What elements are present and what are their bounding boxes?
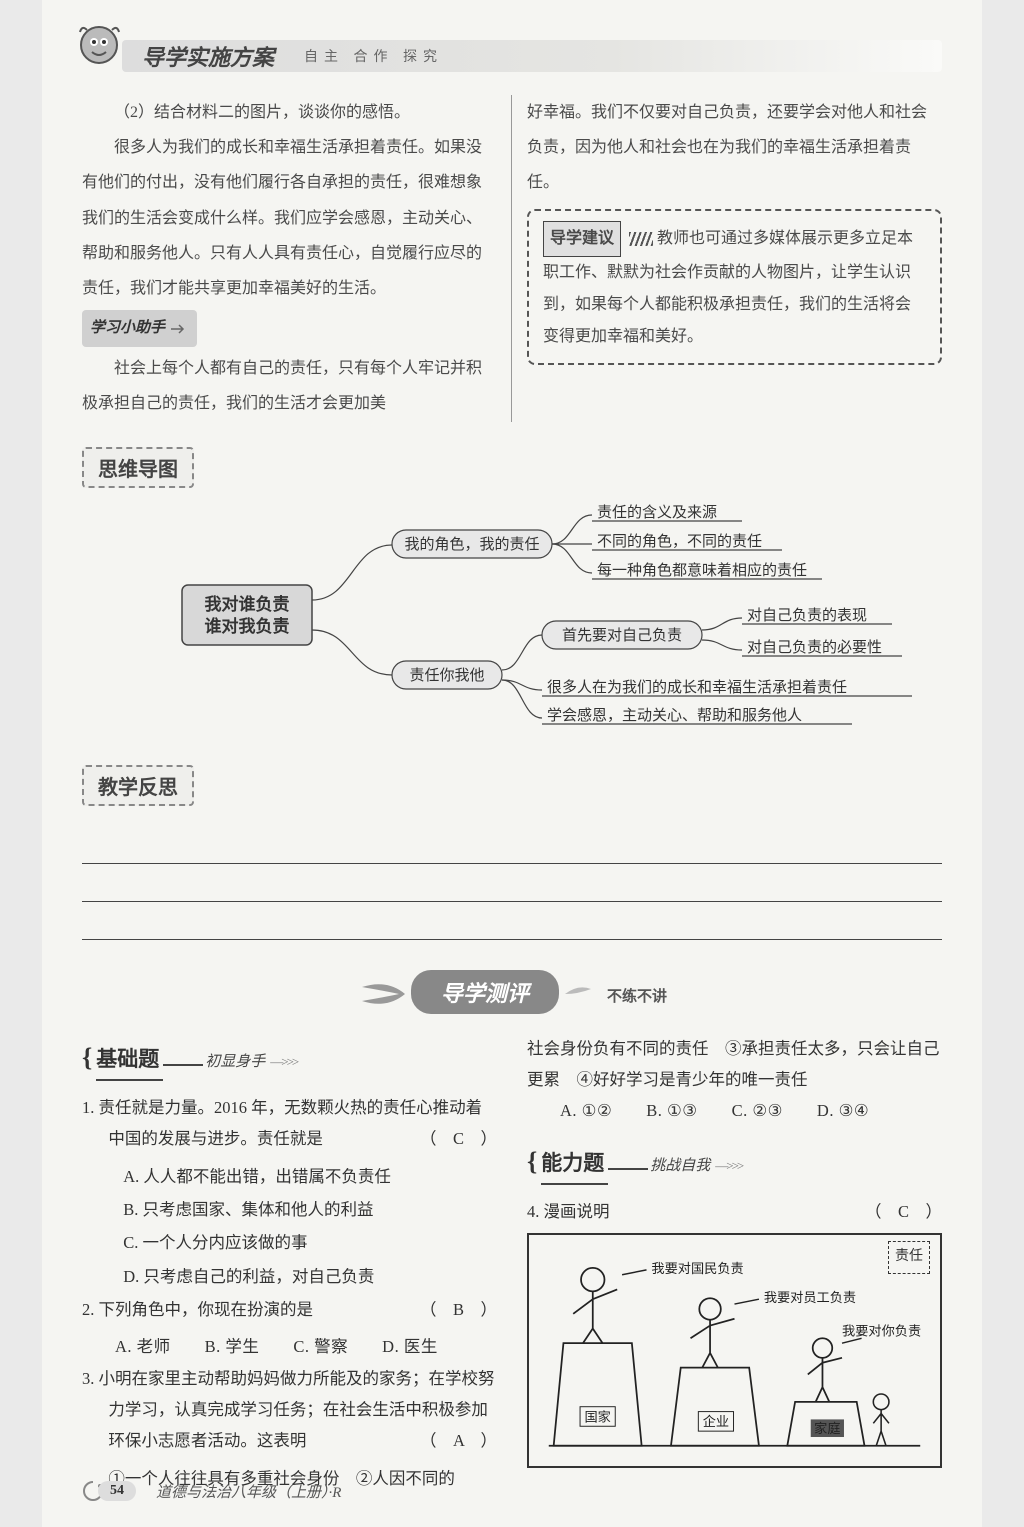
reflection-section-label: 教学反思 bbox=[82, 765, 194, 806]
para-q2: （2）结合材料二的图片，谈谈你的感悟。 bbox=[82, 95, 496, 130]
footer: 54 道德与法治八年级（上册）·R bbox=[82, 1480, 341, 1502]
hatch-icon bbox=[629, 232, 653, 246]
banner-title: 导学实施方案 bbox=[142, 40, 274, 72]
banner-subtitle: 自主 合作 探究 bbox=[304, 46, 443, 66]
mm-b1-l3: 每一种角色都意味着相应的责任 bbox=[597, 561, 807, 579]
cartoon-label2: 企业 bbox=[703, 1414, 729, 1430]
mindmap-section-label: 思维导图 bbox=[82, 447, 194, 488]
wing-right-icon bbox=[563, 979, 593, 1014]
q1: 1. 责任就是力量。2016 年，无数颗火热的责任心推动着中国的发展与进步。责任… bbox=[82, 1092, 497, 1155]
assessment-title: 导学测评 bbox=[441, 981, 529, 1006]
q3-options: A. ①② B. ①③ C. ②③ D. ③④ bbox=[527, 1095, 942, 1126]
ability-script: 挑战自我 bbox=[650, 1152, 710, 1181]
mm-b2-s1: 首先要对自己负责 bbox=[562, 627, 682, 644]
footer-text: 道德与法治八年级（上册）·R bbox=[156, 1481, 341, 1502]
upper-right-col: 好幸福。我们不仅要对自己负责，还要学会对他人和社会负责，因为他人和社会也在为我们… bbox=[512, 95, 942, 422]
q3: 3. 小明在家里主动帮助妈妈做力所能及的家务；在学校努力学习，认真完成学习任务；… bbox=[82, 1363, 497, 1457]
upper-left-col: （2）结合材料二的图片，谈谈你的感悟。 很多人为我们的成长和幸福生活承担着责任。… bbox=[82, 95, 512, 422]
q2-options: A. 老师 B. 学生 C. 警察 D. 医生 bbox=[82, 1331, 497, 1362]
cartoon-bubble1: 我要对国民负责 bbox=[651, 1261, 743, 1276]
wing-left-icon bbox=[357, 979, 407, 1014]
study-helper-label: 学习小助手 bbox=[82, 310, 197, 347]
header-banner: 导学实施方案 自主 合作 探究 bbox=[82, 30, 942, 80]
mm-b2-l1: 很多人在为我们的成长和幸福生活承担着责任 bbox=[547, 679, 847, 696]
assessment-subtitle: 不练不讲 bbox=[607, 989, 667, 1005]
advice-label: 导学建议 bbox=[543, 221, 621, 257]
para-helper: 社会上每个人都有自己的责任，只有每个人牢记并积极承担自己的责任，我们的生活才会更… bbox=[82, 351, 496, 421]
lower-columns: { 基础题 初显身手 —>>> 1. 责任就是力量。2016 年，无数颗火热的责… bbox=[82, 1033, 942, 1495]
page-root: 导学实施方案 自主 合作 探究 （2）结合材料二的图片，谈谈你的感悟。 很多人为… bbox=[42, 0, 982, 1527]
reflection-line[interactable] bbox=[82, 826, 942, 864]
q4: 4. 漫画说明 （ C ） bbox=[527, 1196, 942, 1227]
cartoon-label1: 国家 bbox=[584, 1409, 610, 1425]
lower-left-col: { 基础题 初显身手 —>>> 1. 责任就是力量。2016 年，无数颗火热的责… bbox=[82, 1033, 512, 1495]
ability-title: 能力题 bbox=[541, 1144, 608, 1186]
mm-b1-l2: 不同的角色，不同的责任 bbox=[597, 533, 762, 550]
ability-header: { 能力题 挑战自我 —>>> bbox=[527, 1137, 942, 1186]
basic-title: 基础题 bbox=[96, 1040, 163, 1082]
cartoon-box: 责任 国家 我要对国民负责 bbox=[527, 1233, 942, 1468]
cartoon-bubble3: 我要对你负责 bbox=[842, 1324, 921, 1339]
footer-page-number: 54 bbox=[98, 1481, 136, 1501]
cartoon-bubble2: 我要对员工负责 bbox=[764, 1290, 856, 1305]
para-cont: 好幸福。我们不仅要对自己负责，还要学会对他人和社会负责，因为他人和社会也在为我们… bbox=[527, 95, 942, 201]
mm-b1-node: 我的角色，我的责任 bbox=[404, 536, 539, 553]
reflection-lines bbox=[82, 826, 942, 940]
arrow-icon: —>>> bbox=[270, 1050, 297, 1075]
q2: 2. 下列角色中，你现在扮演的是 （ B ） bbox=[82, 1294, 497, 1325]
mm-b2-s1-l2: 对自己负责的必要性 bbox=[747, 639, 882, 656]
advice-box: 导学建议教师也可通过多媒体展示更多立足本职工作、默默为社会作贡献的人物图片，让学… bbox=[527, 209, 942, 365]
cartoon-tag: 责任 bbox=[888, 1241, 930, 1274]
assessment-banner: 导学测评 不练不讲 bbox=[82, 970, 942, 1018]
logo-icon bbox=[72, 20, 127, 75]
mm-center-1: 我对谁负责 bbox=[205, 594, 290, 614]
mm-center-2: 谁对我负责 bbox=[205, 616, 290, 636]
q3-answer: （ A ） bbox=[446, 1425, 497, 1456]
cartoon-label3: 家庭 bbox=[814, 1420, 840, 1436]
banner-bar: 导学实施方案 自主 合作 探究 bbox=[122, 40, 942, 72]
q4-answer: （ C ） bbox=[891, 1196, 942, 1227]
q1-opt-c: C. 一个人分内应该做的事 bbox=[123, 1227, 497, 1258]
curly-icon: { bbox=[82, 1033, 92, 1082]
q2-answer: （ B ） bbox=[446, 1294, 497, 1325]
q3-cont: 社会身份负有不同的责任 ③承担责任太多，只会让自己更累 ④好好学习是青少年的唯一… bbox=[527, 1033, 942, 1096]
study-helper-text: 学习小助手 bbox=[90, 320, 165, 336]
basic-header: { 基础题 初显身手 —>>> bbox=[82, 1033, 497, 1082]
mm-b2-l2: 学会感恩，主动关心、帮助和服务他人 bbox=[547, 707, 802, 724]
assessment-pill: 导学测评 bbox=[411, 970, 559, 1014]
para-answer: 很多人为我们的成长和幸福生活承担着责任。如果没有他们的付出，没有他们履行各自承担… bbox=[82, 130, 496, 306]
q1-answer: （ C ） bbox=[446, 1123, 497, 1154]
q1-opt-d: D. 只考虑自己的利益，对自己负责 bbox=[123, 1261, 497, 1292]
q1-opt-a: A. 人人都不能出错，出错属不负责任 bbox=[123, 1161, 497, 1192]
arrow-icon: —>>> bbox=[715, 1154, 742, 1179]
upper-columns: （2）结合材料二的图片，谈谈你的感悟。 很多人为我们的成长和幸福生活承担着责任。… bbox=[82, 95, 942, 422]
q4-stem: 4. 漫画说明 bbox=[527, 1202, 610, 1221]
q1-options: A. 人人都不能出错，出错属不负责任 B. 只考虑国家、集体和他人的利益 C. … bbox=[82, 1161, 497, 1292]
curly-icon: { bbox=[527, 1137, 537, 1186]
reflection-line[interactable] bbox=[82, 902, 942, 940]
q1-opt-b: B. 只考虑国家、集体和他人的利益 bbox=[123, 1194, 497, 1225]
cartoon-svg: 国家 我要对国民负责 企业 我要对员工负责 bbox=[539, 1245, 930, 1456]
mm-b2-node: 责任你我他 bbox=[409, 667, 484, 684]
pointer-icon bbox=[169, 323, 189, 335]
mm-b1-l1: 责任的含义及来源 bbox=[597, 504, 717, 521]
mm-b2-s1-l1: 对自己负责的表现 bbox=[747, 607, 867, 624]
lower-right-col: 社会身份负有不同的责任 ③承担责任太多，只会让自己更累 ④好好学习是青少年的唯一… bbox=[512, 1033, 942, 1495]
basic-script: 初显身手 bbox=[205, 1048, 265, 1077]
reflection-line[interactable] bbox=[82, 864, 942, 902]
mindmap-svg: 我对谁负责 谁对我负责 我的角色，我的责任 责任的含义及来源 不同的角色，不同的… bbox=[82, 500, 942, 735]
q2-stem: 2. 下列角色中，你现在扮演的是 bbox=[82, 1300, 313, 1319]
